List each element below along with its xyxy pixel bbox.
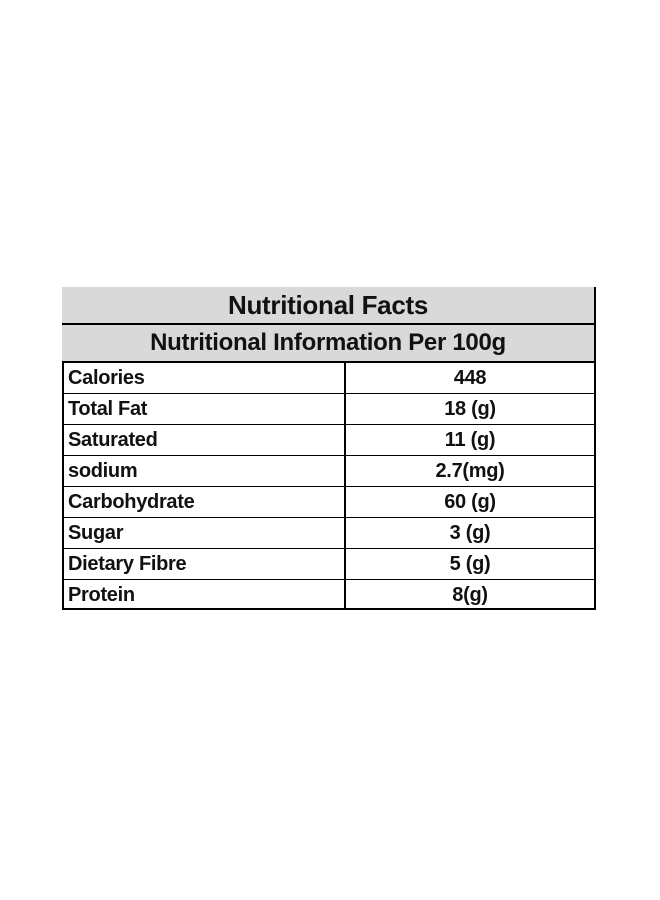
table-row-sugar: Sugar 3 (g)	[62, 518, 594, 549]
nutrient-label: Calories	[68, 367, 145, 389]
table-row-saturated: Saturated 11 (g)	[62, 425, 594, 456]
nutrition-facts-table: Nutritional Facts Nutritional Informatio…	[62, 287, 596, 610]
nutrient-label: Sugar	[68, 522, 124, 544]
table-row-calories: Calories 448	[62, 363, 594, 394]
table-row-carbohydrate: Carbohydrate 60 (g)	[62, 487, 594, 518]
nutrient-label: sodium	[68, 460, 138, 482]
nutrient-label: Carbohydrate	[68, 491, 195, 513]
nutrient-label: Protein	[68, 584, 135, 606]
nutrient-value: 60 (g)	[444, 491, 496, 513]
nutrient-value: 448	[453, 367, 487, 389]
nutrient-value: 11 (g)	[444, 429, 496, 451]
table-row-protein: Protein 8(g)	[62, 580, 594, 611]
nutrient-rows: Calories 448 Total Fat 18 (g) Saturated …	[62, 363, 594, 611]
nutrient-value: 3 (g)	[449, 522, 491, 544]
nutrient-label: Dietary Fibre	[68, 553, 187, 575]
nutrient-label: Total Fat	[68, 398, 148, 420]
table-left-border	[62, 363, 64, 608]
nutrient-value: 2.7(mg)	[435, 460, 505, 482]
table-title: Nutritional Facts	[62, 287, 594, 325]
table-row-dietary-fibre: Dietary Fibre 5 (g)	[62, 549, 594, 580]
nutrient-value: 18 (g)	[444, 398, 496, 420]
table-subtitle: Nutritional Information Per 100g	[62, 325, 594, 363]
nutrient-value: 5 (g)	[449, 553, 491, 575]
nutrient-value: 8(g)	[452, 584, 488, 606]
nutrient-label: Saturated	[68, 429, 158, 451]
table-row-sodium: sodium 2.7(mg)	[62, 456, 594, 487]
column-divider	[344, 363, 346, 608]
table-row-total-fat: Total Fat 18 (g)	[62, 394, 594, 425]
